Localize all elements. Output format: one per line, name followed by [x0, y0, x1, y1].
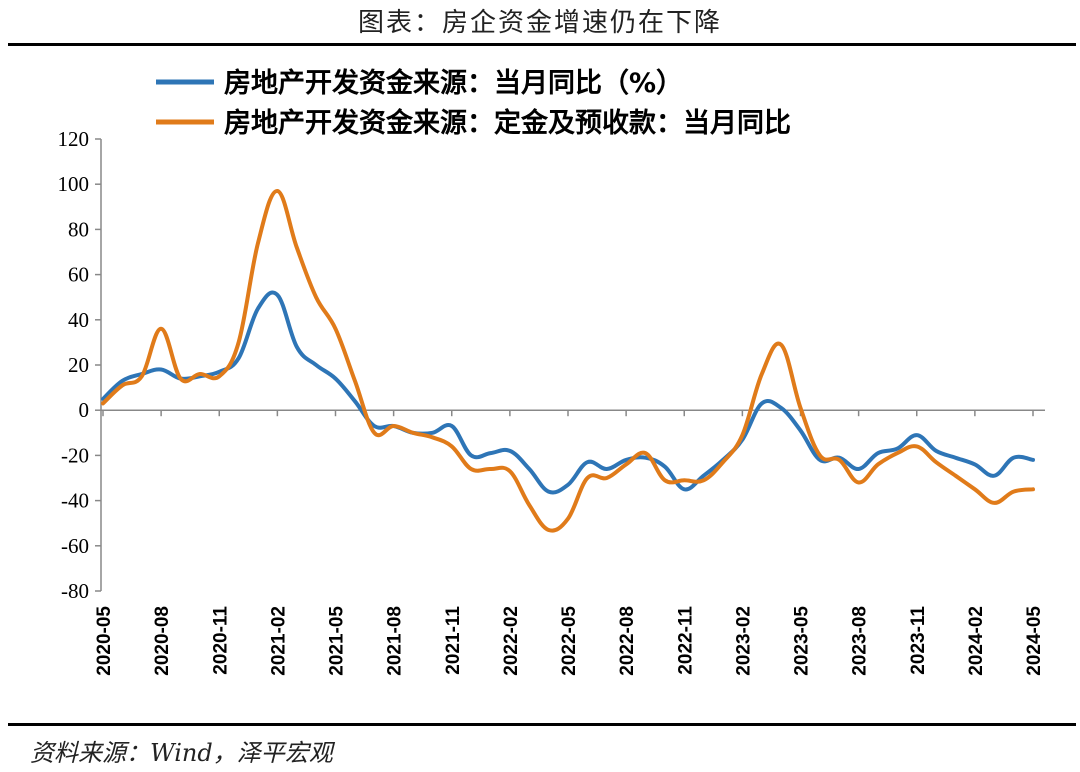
x-tick-label: 2024-02 — [966, 606, 987, 676]
x-tick-label: 2021-02 — [268, 606, 289, 676]
y-tick-label: 80 — [68, 217, 89, 241]
y-tick-label: -40 — [61, 489, 89, 513]
bottom-rule — [8, 723, 1076, 726]
legend-label-2: 房地产开发资金来源：定金及预收款：当月同比 — [224, 107, 791, 139]
x-tick-label: 2020-08 — [152, 606, 173, 676]
y-tick-label: 20 — [68, 353, 89, 377]
x-axis: 2020-05 2020-08 2020-11 2021-02 2021-05 2021-… — [94, 409, 1045, 676]
source-note: 资料来源：Wind，泽平宏观 — [30, 739, 333, 767]
x-tick-label: 2022-11 — [675, 606, 696, 675]
legend-label-1: 房地产开发资金来源：当月同比（%） — [224, 67, 683, 99]
y-tick-label: 0 — [79, 398, 90, 422]
y-tick-label: 40 — [68, 308, 89, 332]
top-rule — [8, 43, 1076, 46]
series-line-1 — [101, 290, 1035, 495]
x-tick-label: 2022-02 — [501, 606, 522, 676]
x-tick-label: 2021-08 — [385, 606, 406, 676]
y-tick-label: 100 — [58, 172, 90, 196]
x-tick-label: 2020-11 — [210, 606, 231, 675]
series-line-2 — [101, 189, 1035, 533]
y-tick-label: -60 — [61, 534, 89, 558]
x-tick-label: 2023-11 — [908, 606, 929, 675]
y-axis: 120 100 80 60 40 20 0 -20 -40 -60 -80 — [58, 127, 102, 603]
page-title: 图表：房企资金增速仍在下降 — [357, 8, 722, 38]
y-tick-label: 120 — [58, 127, 90, 151]
y-tick-label: -20 — [61, 443, 89, 467]
x-tick-label: 2020-05 — [94, 606, 115, 676]
x-tick-label: 2022-08 — [617, 606, 638, 676]
x-tick-label: 2023-02 — [733, 606, 754, 676]
y-tick-label: -80 — [61, 579, 89, 603]
y-tick-label: 60 — [68, 263, 89, 287]
x-tick-label: 2024-05 — [1024, 606, 1045, 676]
legend: 房地产开发资金来源：当月同比（%） 房地产开发资金来源：定金及预收款：当月同比 — [156, 67, 791, 139]
series-lines — [101, 189, 1035, 533]
x-tick-label: 2021-11 — [443, 606, 464, 675]
x-tick-label: 2023-08 — [850, 606, 871, 676]
x-tick-label: 2023-05 — [792, 606, 813, 676]
x-tick-label: 2021-05 — [327, 606, 348, 676]
x-tick-label: 2022-05 — [559, 606, 580, 676]
